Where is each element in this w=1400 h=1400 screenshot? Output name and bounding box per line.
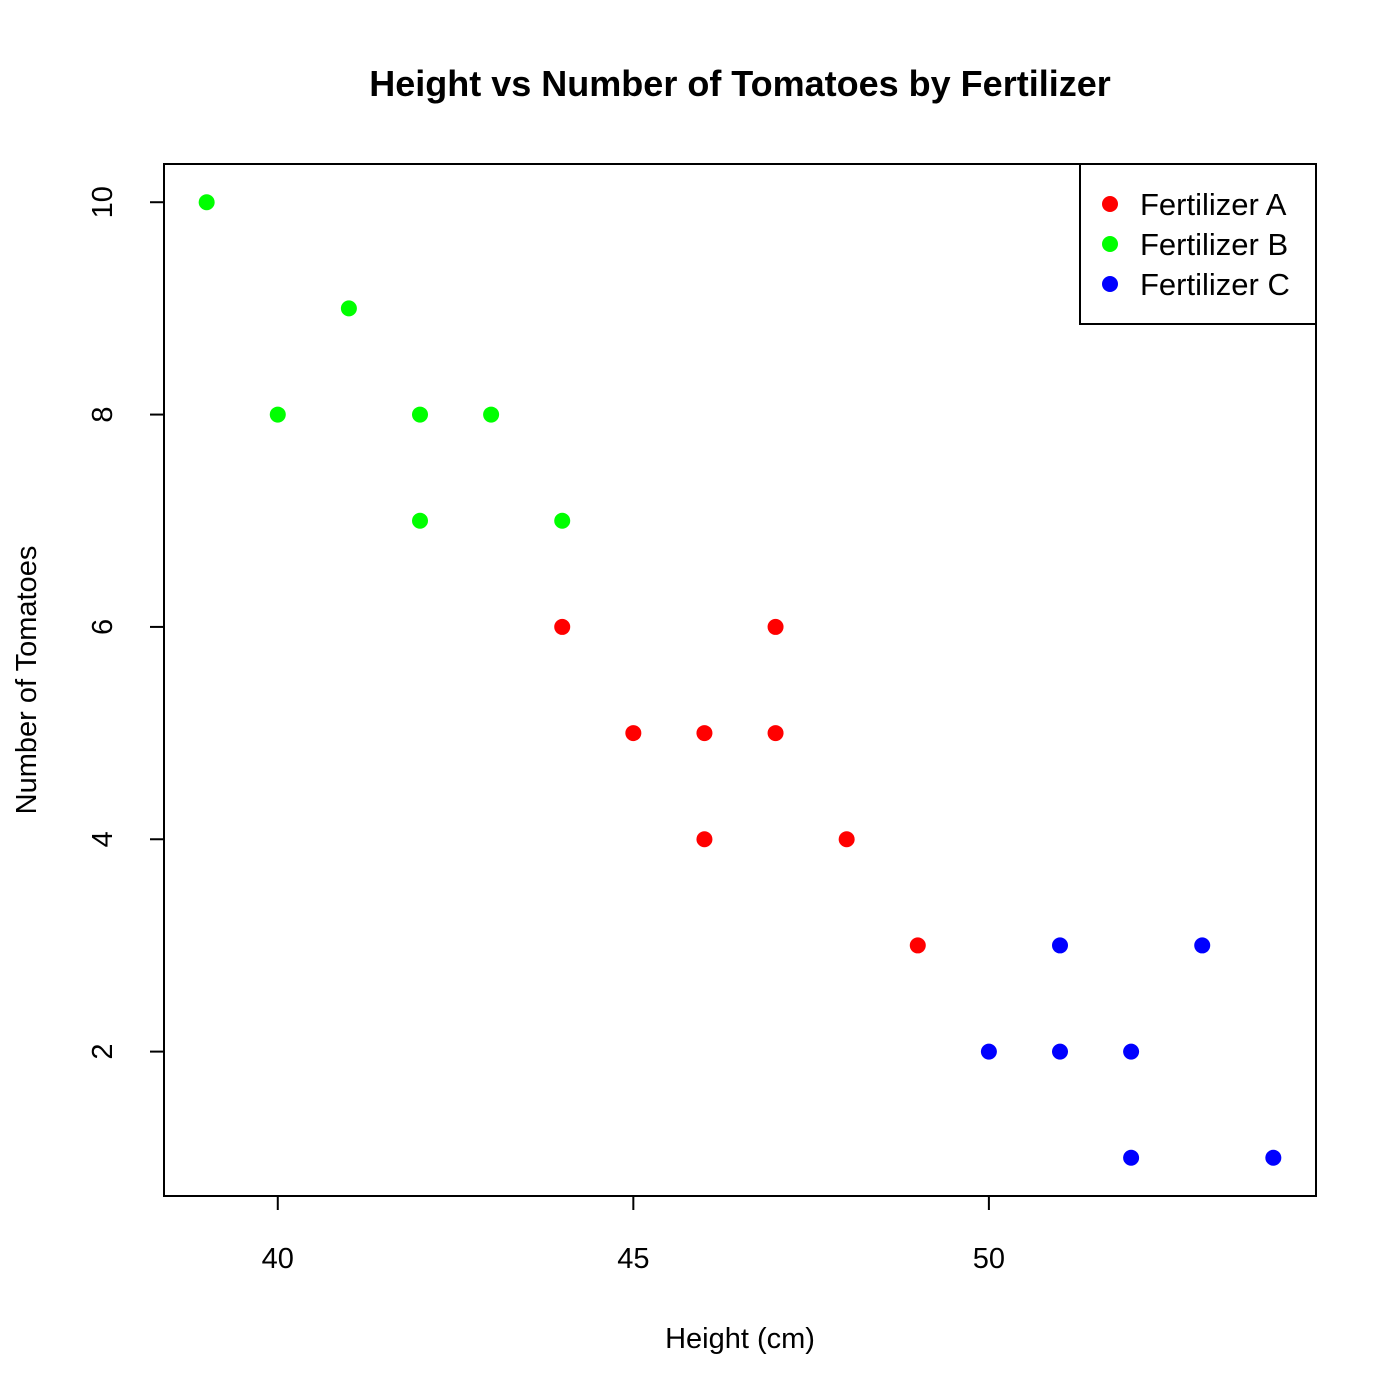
y-tick-label-2: 2 xyxy=(87,1044,119,1060)
x-axis-label: Height (cm) xyxy=(665,1323,815,1355)
point-fertilizer-b-1 xyxy=(269,406,286,423)
point-fertilizer-b-0 xyxy=(198,194,215,211)
legend: Fertilizer A Fertilizer B Fertilizer C xyxy=(1079,163,1317,325)
x-tick-label-40: 40 xyxy=(262,1243,294,1275)
point-fertilizer-c-1 xyxy=(1052,937,1068,954)
point-fertilizer-a-7 xyxy=(909,937,926,954)
y-tick-label-8: 8 xyxy=(87,406,119,422)
y-tick-label-10: 10 xyxy=(87,186,119,218)
point-fertilizer-c-5 xyxy=(1194,937,1211,954)
x-tick-label-50: 50 xyxy=(973,1243,1005,1275)
legend-marker-fertilizer-b xyxy=(1102,236,1118,252)
data-points xyxy=(198,194,1282,1166)
legend-box xyxy=(1079,163,1317,325)
point-fertilizer-b-5 xyxy=(483,406,500,423)
y-tick-label-6: 6 xyxy=(87,619,119,635)
point-fertilizer-c-2 xyxy=(1052,1043,1068,1060)
point-fertilizer-a-0 xyxy=(554,618,571,635)
plot-frame xyxy=(163,163,1317,1197)
legend-label-fertilizer-b: Fertilizer B xyxy=(1140,227,1288,262)
x-tick-label-45: 45 xyxy=(617,1243,649,1275)
point-fertilizer-b-4 xyxy=(412,512,428,529)
point-fertilizer-c-4 xyxy=(1123,1149,1140,1166)
point-fertilizer-b-2 xyxy=(340,300,357,317)
point-fertilizer-a-3 xyxy=(696,831,713,848)
y-axis: 2 4 6 8 10 xyxy=(87,186,164,1060)
point-fertilizer-b-3 xyxy=(412,406,428,423)
point-fertilizer-b-6 xyxy=(554,512,571,529)
point-fertilizer-a-6 xyxy=(838,831,855,848)
chart-title: Height vs Number of Tomatoes by Fertiliz… xyxy=(369,63,1110,104)
point-fertilizer-a-2 xyxy=(696,725,713,742)
point-fertilizer-a-5 xyxy=(767,725,784,742)
point-fertilizer-c-6 xyxy=(1265,1149,1282,1166)
legend-marker-fertilizer-a xyxy=(1102,196,1118,212)
x-axis: 40 45 50 xyxy=(262,1196,1005,1275)
point-fertilizer-c-0 xyxy=(980,1043,997,1060)
point-fertilizer-a-1 xyxy=(625,725,642,742)
legend-marker-fertilizer-c xyxy=(1102,276,1118,292)
point-fertilizer-a-4 xyxy=(767,618,784,635)
y-tick-label-4: 4 xyxy=(87,831,119,847)
legend-label-fertilizer-a: Fertilizer A xyxy=(1140,187,1287,222)
y-axis-label: Number of Tomatoes xyxy=(11,546,43,815)
point-fertilizer-c-3 xyxy=(1123,1043,1140,1060)
legend-label-fertilizer-c: Fertilizer C xyxy=(1140,267,1290,302)
